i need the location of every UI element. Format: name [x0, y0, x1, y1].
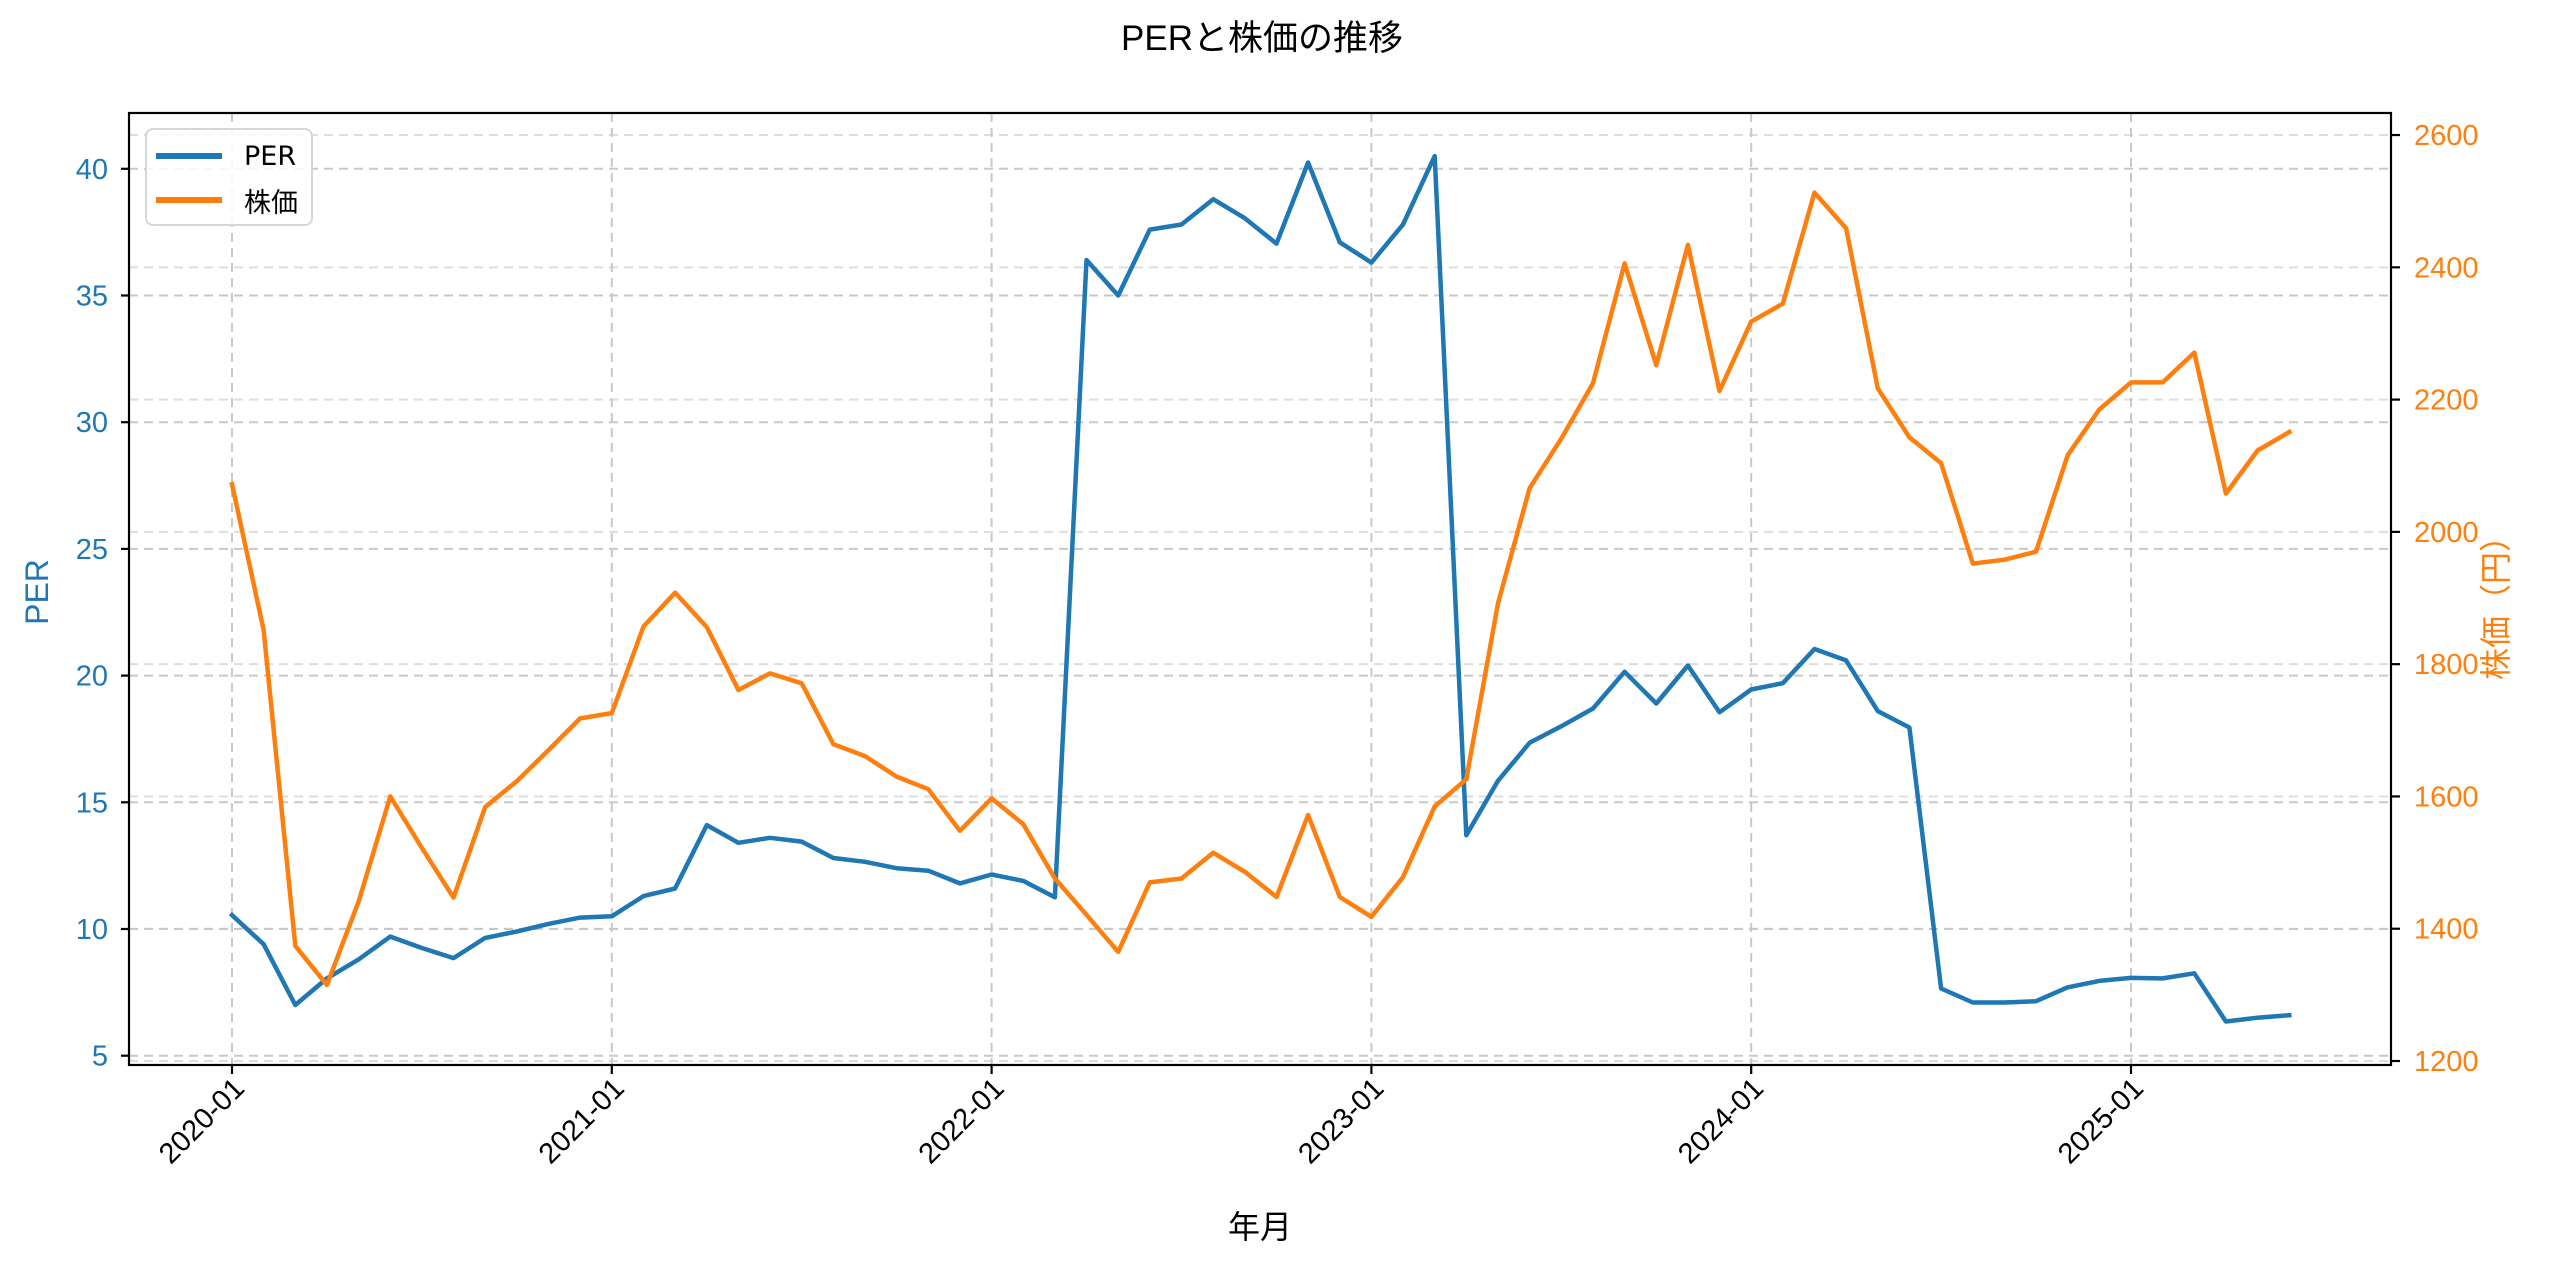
- right-y-axis: 1200 1400 1600 1800 2000 2200 2400 2600: [2391, 120, 2479, 1078]
- legend-item-per: PER: [156, 138, 296, 174]
- legend: PER 株価: [145, 128, 313, 226]
- right-tick-label: 2400: [2414, 252, 2479, 284]
- legend-swatch-per: [156, 153, 222, 159]
- right-tick-label: 1400: [2414, 914, 2479, 946]
- chart-title: PERと株価の推移: [1121, 19, 1403, 58]
- x-tick-label: 2021-01: [533, 1072, 631, 1170]
- right-y-axis-label: 株価（円）: [2478, 520, 2514, 680]
- left-tick-label: 5: [92, 1041, 108, 1073]
- left-tick-label: 20: [76, 661, 108, 693]
- grid-lines: [129, 113, 2391, 1065]
- right-tick-label: 2600: [2414, 120, 2479, 152]
- right-tick-label: 2200: [2414, 385, 2479, 417]
- left-tick-label: 40: [76, 154, 108, 186]
- left-tick-label: 30: [76, 407, 108, 439]
- left-y-axis: 5 10 15 20 25 30 35 40: [76, 154, 129, 1073]
- right-tick-label: 1200: [2414, 1046, 2479, 1078]
- plot-frame: [127, 111, 2393, 1067]
- price-line: [229, 190, 2293, 988]
- x-tick-label: 2024-01: [1672, 1072, 1770, 1170]
- right-tick-label: 1800: [2414, 649, 2479, 681]
- x-axis: 2020-01 2021-01 2022-01 2023-01 2024-01 2025-…: [153, 1065, 2150, 1170]
- left-tick-label: 15: [76, 787, 108, 819]
- right-tick-label: 1600: [2414, 781, 2479, 813]
- x-axis-label: 年月: [1228, 1209, 1292, 1245]
- left-y-axis-label: PER: [19, 559, 55, 625]
- per-line: [228, 153, 2292, 1024]
- x-tick-label: 2023-01: [1292, 1072, 1390, 1170]
- right-tick-label: 2000: [2414, 517, 2479, 549]
- legend-label-price: 株価: [244, 187, 298, 219]
- left-tick-label: 25: [76, 534, 108, 566]
- x-tick-label: 2025-01: [2052, 1072, 2150, 1170]
- left-tick-label: 35: [76, 281, 108, 313]
- x-tick-label: 2022-01: [913, 1072, 1011, 1170]
- legend-item-price: 株価: [156, 182, 298, 219]
- legend-label-per: PER: [244, 140, 297, 172]
- left-tick-label: 10: [76, 914, 108, 946]
- x-tick-label: 2020-01: [153, 1072, 251, 1170]
- series-lines: [228, 153, 2293, 1024]
- legend-swatch-price: [156, 197, 222, 203]
